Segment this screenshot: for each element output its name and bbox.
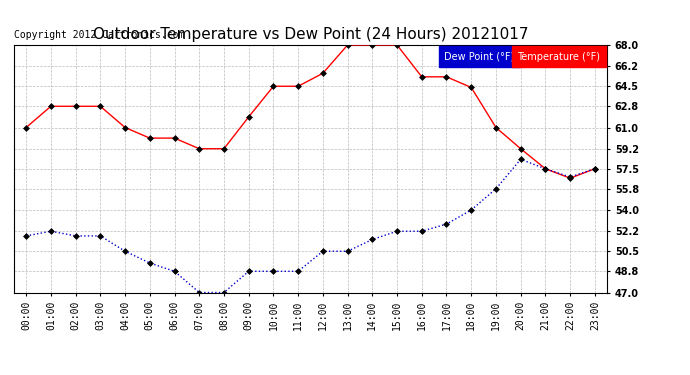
Legend: Dew Point (°F), Temperature (°F): Dew Point (°F), Temperature (°F) <box>442 50 602 64</box>
Title: Outdoor Temperature vs Dew Point (24 Hours) 20121017: Outdoor Temperature vs Dew Point (24 Hou… <box>92 27 529 42</box>
Text: Copyright 2012 Cartronics.com: Copyright 2012 Cartronics.com <box>14 30 184 39</box>
